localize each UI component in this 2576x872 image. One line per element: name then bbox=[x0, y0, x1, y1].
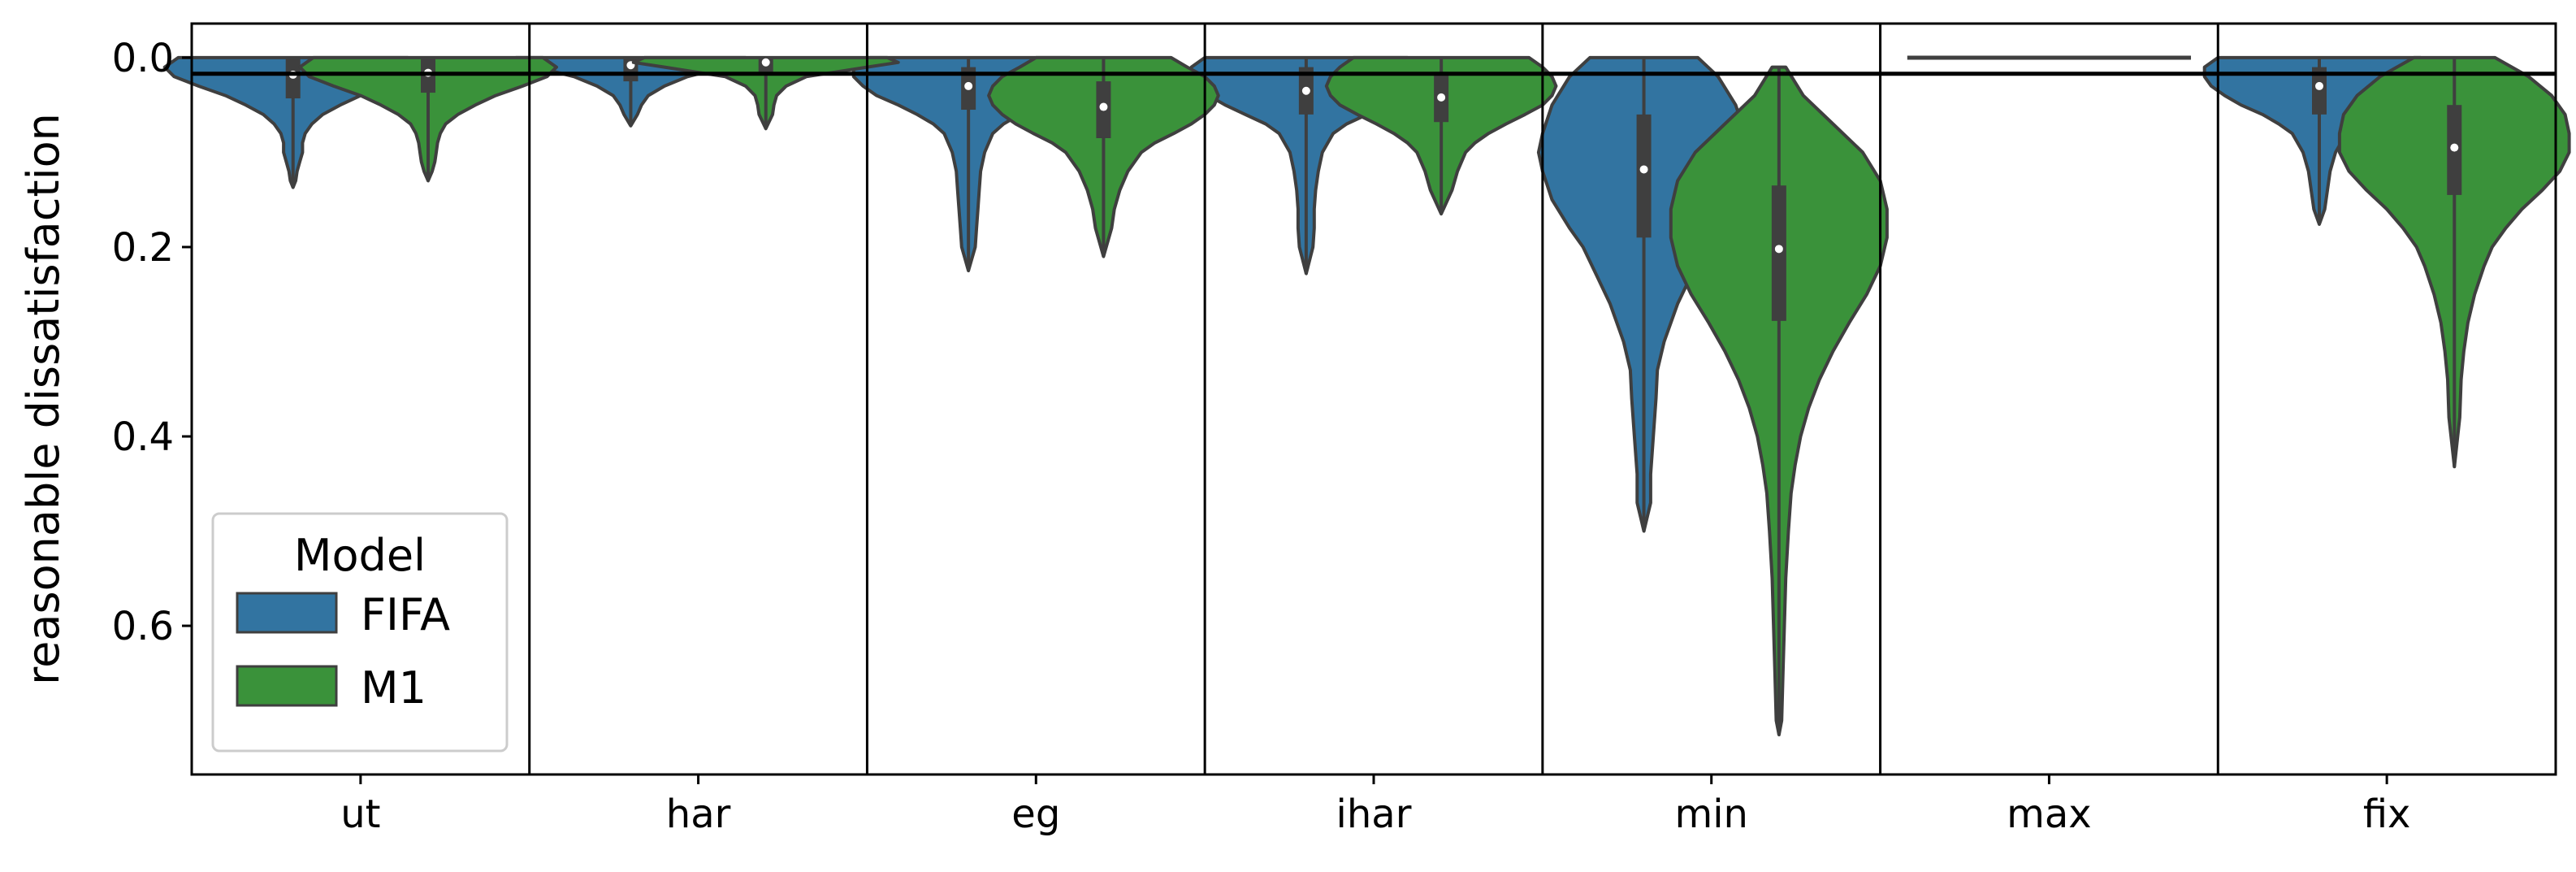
violin-m1-ut bbox=[298, 55, 558, 183]
violin-median-dot bbox=[2315, 81, 2323, 90]
violin-m1-eg bbox=[987, 55, 1220, 258]
legend: Model FIFA M1 bbox=[211, 512, 509, 753]
legend-label: FIFA bbox=[361, 589, 450, 640]
legend-swatch bbox=[236, 592, 338, 634]
legend-title: Model bbox=[294, 530, 426, 581]
violin-m1-har bbox=[631, 55, 900, 131]
violin-iqr-box bbox=[2312, 67, 2327, 115]
violin-median-dot bbox=[1437, 93, 1446, 102]
violin-m1-ihar bbox=[1324, 55, 1558, 216]
y-axis: 0.0 0.2 0.4 0.6 bbox=[112, 36, 192, 649]
category-separators bbox=[528, 24, 2219, 774]
violin-median-dot bbox=[1301, 86, 1310, 95]
violin-median-dot bbox=[964, 81, 973, 90]
plot-frame bbox=[190, 22, 2557, 776]
x-tick-label: ihar bbox=[1336, 792, 1412, 837]
x-tick-label: fix bbox=[2363, 792, 2411, 837]
violin-median-dot bbox=[1099, 102, 1108, 111]
violin-median-dot bbox=[1774, 245, 1783, 254]
legend-entries: FIFA M1 bbox=[236, 589, 450, 714]
y-tick-label: 0.2 bbox=[112, 225, 174, 271]
x-tick-label: ut bbox=[340, 792, 380, 837]
x-tick-label: max bbox=[2007, 792, 2092, 837]
y-tick-label: 0.0 bbox=[112, 36, 174, 81]
violin-iqr-box bbox=[1771, 185, 1786, 321]
violin-median-dot bbox=[1639, 165, 1648, 174]
x-tick-label: min bbox=[1674, 792, 1748, 837]
x-axis: ut har eg ihar min max fix bbox=[340, 774, 2410, 837]
x-tick-label: har bbox=[666, 792, 731, 837]
violin-m1-min bbox=[1669, 65, 1889, 737]
plot-content bbox=[162, 55, 2571, 737]
violin-m1-fix bbox=[2337, 55, 2571, 469]
x-tick-label: eg bbox=[1011, 792, 1060, 837]
violin-median-dot bbox=[761, 58, 770, 67]
y-tick-label: 0.4 bbox=[112, 414, 174, 460]
violin-median-dot bbox=[2450, 143, 2459, 152]
y-tick-label: 0.6 bbox=[112, 604, 174, 649]
violin-iqr-box bbox=[1636, 114, 1652, 238]
legend-swatch bbox=[236, 665, 338, 707]
legend-label: M1 bbox=[361, 662, 426, 714]
y-axis-label: reasonable dissatisfaction bbox=[18, 113, 69, 685]
